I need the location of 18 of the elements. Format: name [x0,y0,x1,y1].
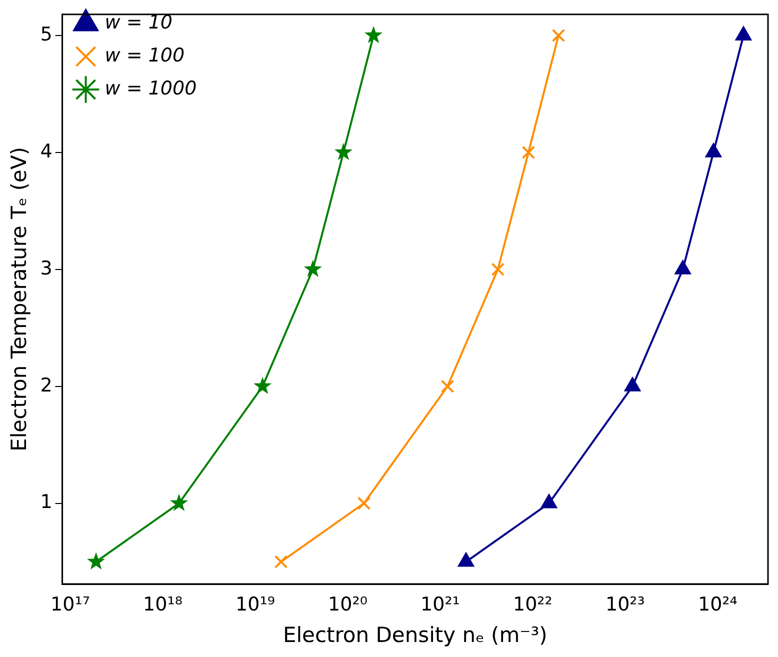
y-tick-label: 1 [40,491,52,514]
x-tick-label: 10²¹ [420,593,460,616]
x-tick-label: 10²² [512,593,552,616]
x-tick-label: 10¹⁷ [50,593,90,616]
x-tick-label: 10²³ [605,593,645,616]
y-tick-label: 2 [40,374,52,396]
legend-label: w = 1000 [104,77,197,100]
x-axis-title: Electron Density nₑ (m⁻³) [282,622,548,647]
x-tick-label: 10²⁰ [328,593,368,616]
y-tick-label: 4 [40,140,52,162]
x-tick-label: 10²⁴ [698,593,738,616]
legend-label: w = 10 [104,11,173,34]
x-tick-label: 10¹⁹ [236,593,275,616]
y-tick-label: 3 [40,257,52,280]
x-tick-label: 10¹⁸ [143,593,182,616]
legend-label: w = 100 [104,44,185,66]
y-tick-label: 5 [40,23,52,46]
y-axis-title: Electron Temperature Tₑ (eV) [7,146,32,452]
